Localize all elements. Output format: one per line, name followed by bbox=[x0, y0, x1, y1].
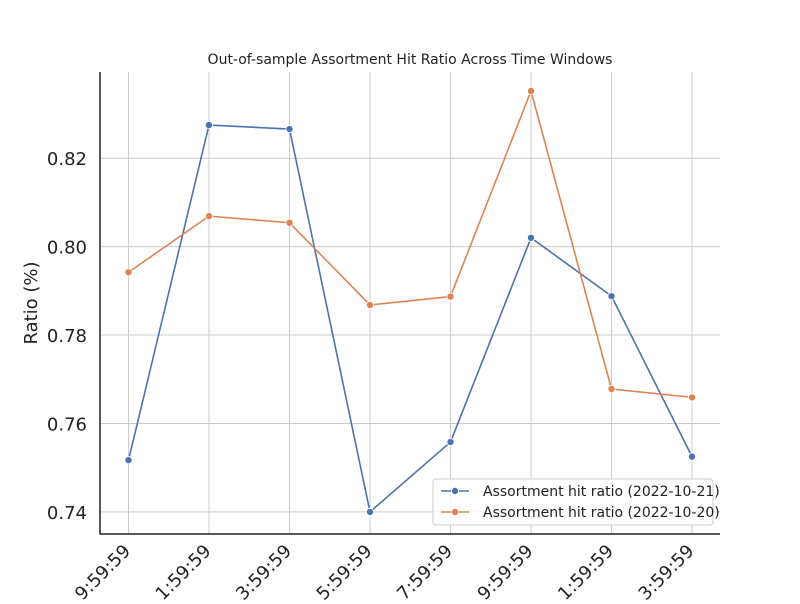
legend-swatch-marker bbox=[450, 507, 459, 516]
data-point bbox=[365, 300, 374, 309]
data-point bbox=[365, 507, 374, 516]
data-point bbox=[204, 212, 213, 221]
data-point bbox=[607, 384, 616, 393]
data-point bbox=[607, 292, 616, 301]
y-axis-label: Ratio (%) bbox=[21, 261, 42, 344]
series-line-2 bbox=[128, 90, 693, 399]
x-tick-label: 3:59:59 bbox=[232, 541, 296, 600]
axes bbox=[99, 72, 720, 535]
x-tick-label: 3:59:59 bbox=[635, 541, 699, 600]
y-tick-label: 0.80 bbox=[47, 238, 87, 259]
legend-swatch-marker bbox=[450, 486, 459, 495]
series-line-1 bbox=[127, 124, 693, 513]
legend-label: Assortment hit ratio (2022-10-20) bbox=[483, 505, 720, 521]
y-tick-label: 0.74 bbox=[47, 503, 87, 524]
x-tick-label: 5:59:59 bbox=[313, 541, 377, 600]
x-tick-label: 7:59:59 bbox=[393, 541, 457, 600]
x-tick-label: 9:59:59 bbox=[71, 541, 135, 600]
data-point bbox=[285, 125, 294, 134]
data-point bbox=[688, 452, 697, 461]
data-point bbox=[688, 393, 697, 402]
legend-label: Assortment hit ratio (2022-10-21) bbox=[483, 484, 720, 500]
series-lines bbox=[124, 87, 697, 516]
x-tick-label: 1:59:59 bbox=[152, 541, 216, 600]
data-point bbox=[527, 233, 536, 242]
y-tick-label: 0.78 bbox=[47, 326, 87, 347]
data-point bbox=[446, 292, 455, 301]
y-tick-label: 0.82 bbox=[47, 149, 87, 170]
y-tick-label: 0.76 bbox=[47, 414, 87, 435]
x-tick-label: 9:59:59 bbox=[474, 541, 538, 600]
chart-title: Out-of-sample Assortment Hit Ratio Acros… bbox=[208, 52, 613, 68]
data-point bbox=[527, 87, 536, 96]
tick-labels: 0.74 0.76 0.78 0.80 0.82 9:59:59 1:59:59 3:59:5… bbox=[47, 149, 699, 604]
gridlines bbox=[100, 72, 720, 534]
legend: Assortment hit ratio (2022-10-21) Assortm… bbox=[432, 478, 720, 526]
data-point bbox=[446, 438, 455, 447]
legend-box bbox=[432, 478, 714, 526]
data-point bbox=[204, 121, 213, 130]
x-tick-label: 1:59:59 bbox=[554, 541, 618, 600]
data-point bbox=[285, 218, 294, 227]
data-point bbox=[124, 268, 133, 277]
data-point bbox=[124, 456, 133, 465]
